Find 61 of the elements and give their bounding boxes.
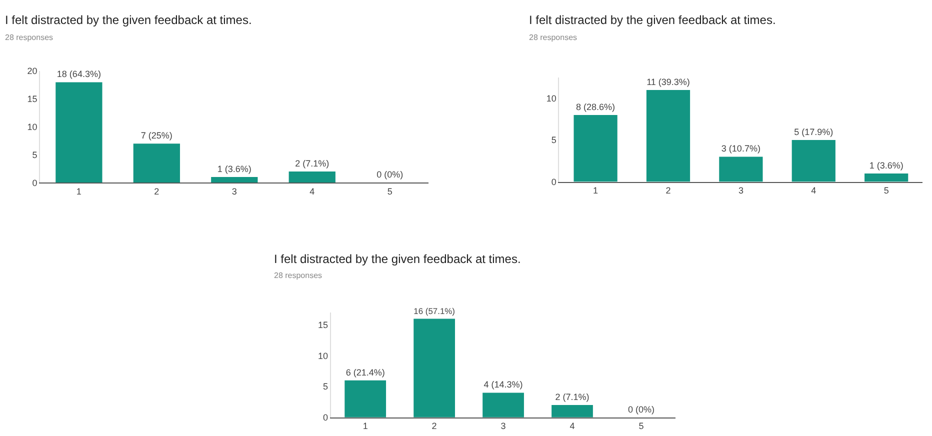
bar (574, 114, 618, 182)
bar (288, 171, 336, 183)
data-label: 1 (3.6%) (217, 164, 252, 174)
data-label: 3 (10.7%) (721, 144, 760, 154)
data-label: 0 (0%) (628, 404, 654, 414)
chart-title: I felt distracted by the given feedback at times. (274, 252, 521, 266)
x-tick-label: 1 (593, 186, 598, 196)
data-label: 4 (14.3%) (484, 380, 523, 390)
bar (133, 144, 180, 183)
x-tick-label: 2 (666, 186, 671, 196)
x-tick-label: 5 (387, 186, 392, 196)
data-label: 6 (21.4%) (346, 367, 385, 378)
y-tick-label: 15 (318, 320, 328, 330)
x-tick-label: 1 (76, 186, 82, 196)
bar (344, 380, 386, 418)
bar (211, 177, 258, 183)
x-tick-label: 3 (500, 421, 506, 432)
y-tick-label: 10 (318, 350, 328, 361)
bar (414, 318, 455, 418)
x-tick-label: 2 (432, 421, 437, 432)
data-label: 8 (28.6%) (576, 102, 616, 112)
chart-title: I felt distracted by the given feedback at times. (529, 13, 776, 27)
data-label: 7 (25%) (140, 130, 172, 141)
bar (552, 405, 593, 418)
data-label: 0 (0%) (376, 170, 404, 180)
y-tick-label: 10 (546, 93, 556, 104)
data-label: 16 (57.1%) (414, 306, 456, 316)
bar (482, 392, 524, 418)
chart-title: I felt distracted by the given feedback at times. (5, 13, 252, 27)
data-label: 2 (7.1%) (295, 158, 330, 168)
data-label: 2 (7.1%) (555, 392, 590, 402)
x-tick-label: 5 (884, 186, 889, 196)
y-tick-label: 20 (27, 66, 38, 76)
x-tick-label: 3 (232, 186, 237, 196)
y-tick-label: 5 (323, 382, 328, 392)
x-tick-label: 2 (154, 186, 160, 196)
x-tick-label: 5 (638, 421, 644, 432)
y-tick-label: 5 (551, 135, 556, 146)
bar (864, 173, 908, 182)
y-tick-label: 0 (323, 412, 328, 423)
y-tick-label: 5 (32, 150, 38, 160)
chart-subtitle: 28 responses (529, 33, 578, 42)
x-tick-label: 4 (811, 186, 816, 196)
x-tick-label: 3 (738, 186, 744, 196)
x-tick-label: 1 (362, 421, 368, 432)
bar (646, 90, 690, 182)
data-label: 11 (39.3%) (646, 76, 690, 87)
data-label: 1 (3.6%) (869, 160, 904, 170)
x-tick-label: 4 (310, 186, 315, 196)
bar (792, 140, 836, 182)
chart-subtitle: 28 responses (274, 271, 322, 280)
y-tick-label: 0 (551, 176, 556, 187)
chart-subtitle: 28 responses (5, 33, 54, 42)
bar (56, 82, 102, 183)
y-tick-label: 15 (27, 94, 38, 104)
bar (719, 156, 763, 182)
y-tick-label: 0 (32, 178, 38, 188)
data-label: 5 (17.9%) (794, 127, 834, 138)
x-tick-label: 4 (570, 421, 575, 432)
data-label: 18 (64.3%) (56, 69, 101, 80)
y-tick-label: 10 (27, 122, 38, 132)
